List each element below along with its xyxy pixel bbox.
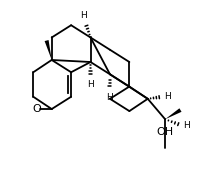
Text: H: H [87, 80, 94, 89]
Polygon shape [165, 108, 181, 119]
Text: H: H [80, 11, 87, 20]
Text: H: H [107, 93, 113, 102]
Text: O: O [32, 104, 41, 114]
Text: OH: OH [157, 127, 174, 137]
Text: H: H [164, 92, 170, 101]
Polygon shape [45, 40, 52, 60]
Text: H: H [183, 121, 190, 130]
